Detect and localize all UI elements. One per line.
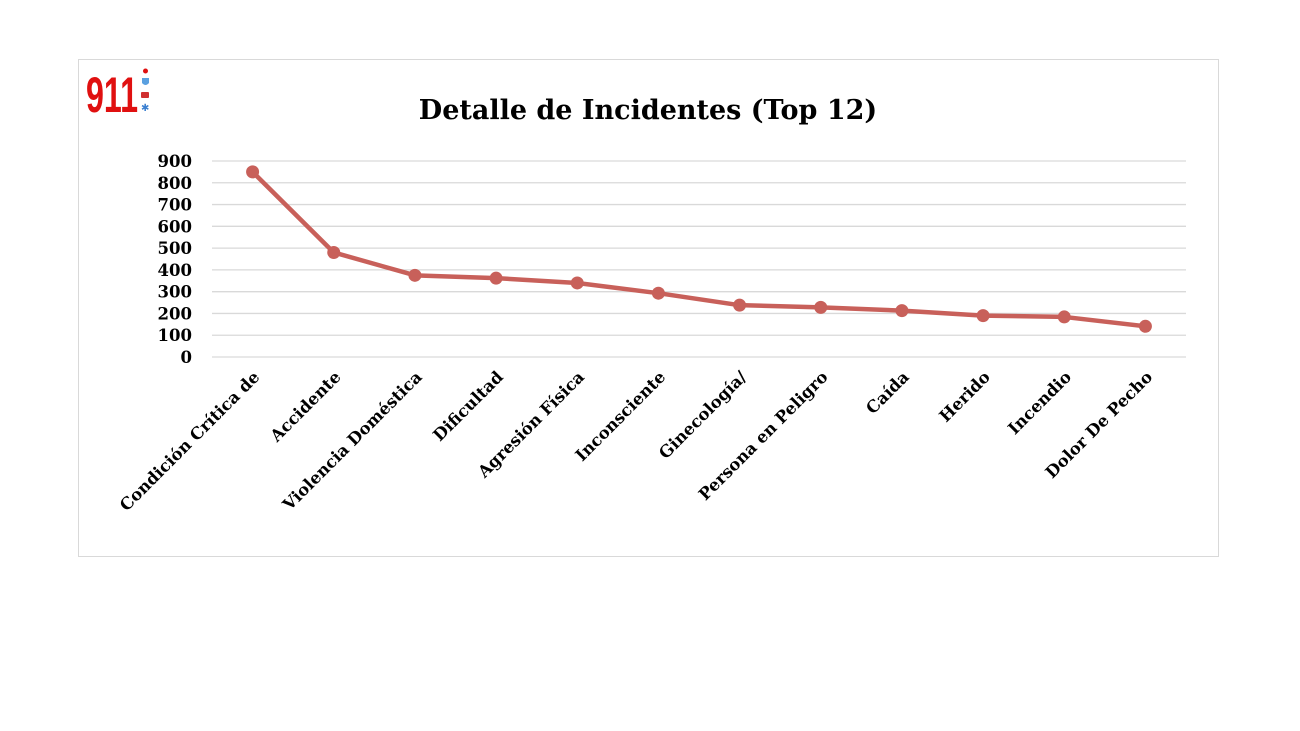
x-category-label: Accidente: [266, 367, 345, 446]
y-tick-label: 500: [158, 239, 192, 258]
logo-dot: [143, 68, 148, 74]
data-point[interactable]: [733, 298, 747, 312]
y-axis-ticks: 900 800 700 600 500 400 300 200 100 0: [158, 152, 192, 367]
data-point[interactable]: [976, 309, 990, 323]
x-category-label: Condición Crítica de: [116, 367, 263, 514]
y-tick-label: 800: [158, 174, 192, 193]
x-category-label: Violencia Doméstica: [278, 367, 426, 515]
gridlines: [212, 160, 1186, 358]
x-category-label: Dificultad: [429, 367, 507, 445]
data-point[interactable]: [570, 276, 584, 290]
data-point[interactable]: [489, 271, 503, 285]
data-point[interactable]: [651, 286, 665, 300]
data-point[interactable]: [895, 304, 909, 318]
data-point[interactable]: [246, 165, 260, 179]
data-point[interactable]: [1057, 310, 1071, 324]
chart-card: [78, 59, 1219, 557]
shield-icon: [142, 78, 149, 85]
data-point[interactable]: [408, 268, 422, 282]
fire-truck-icon: [141, 92, 149, 98]
y-tick-label: 300: [158, 283, 192, 302]
y-tick-label: 700: [158, 196, 192, 215]
series: [246, 165, 1152, 333]
logo-911: 911 ✱: [86, 67, 149, 116]
y-tick-label: 900: [158, 152, 192, 171]
star-of-life-icon: ✱: [141, 103, 149, 114]
data-point[interactable]: [1138, 319, 1152, 333]
x-category-label: Caída: [862, 367, 913, 418]
series-line: [250, 169, 1148, 329]
y-tick-label: 600: [158, 217, 192, 236]
data-point[interactable]: [327, 245, 341, 259]
y-tick-label: 400: [158, 261, 192, 280]
x-category-label: Incendio: [1004, 367, 1075, 438]
chart-title: Detalle de Incidentes (Top 12): [419, 95, 877, 126]
x-category-label: Herido: [936, 367, 994, 425]
data-point[interactable]: [814, 300, 828, 314]
y-tick-label: 0: [181, 348, 192, 367]
y-tick-label: 200: [158, 304, 192, 323]
logo-911-text: 911: [86, 67, 138, 116]
y-tick-label: 100: [158, 326, 192, 345]
